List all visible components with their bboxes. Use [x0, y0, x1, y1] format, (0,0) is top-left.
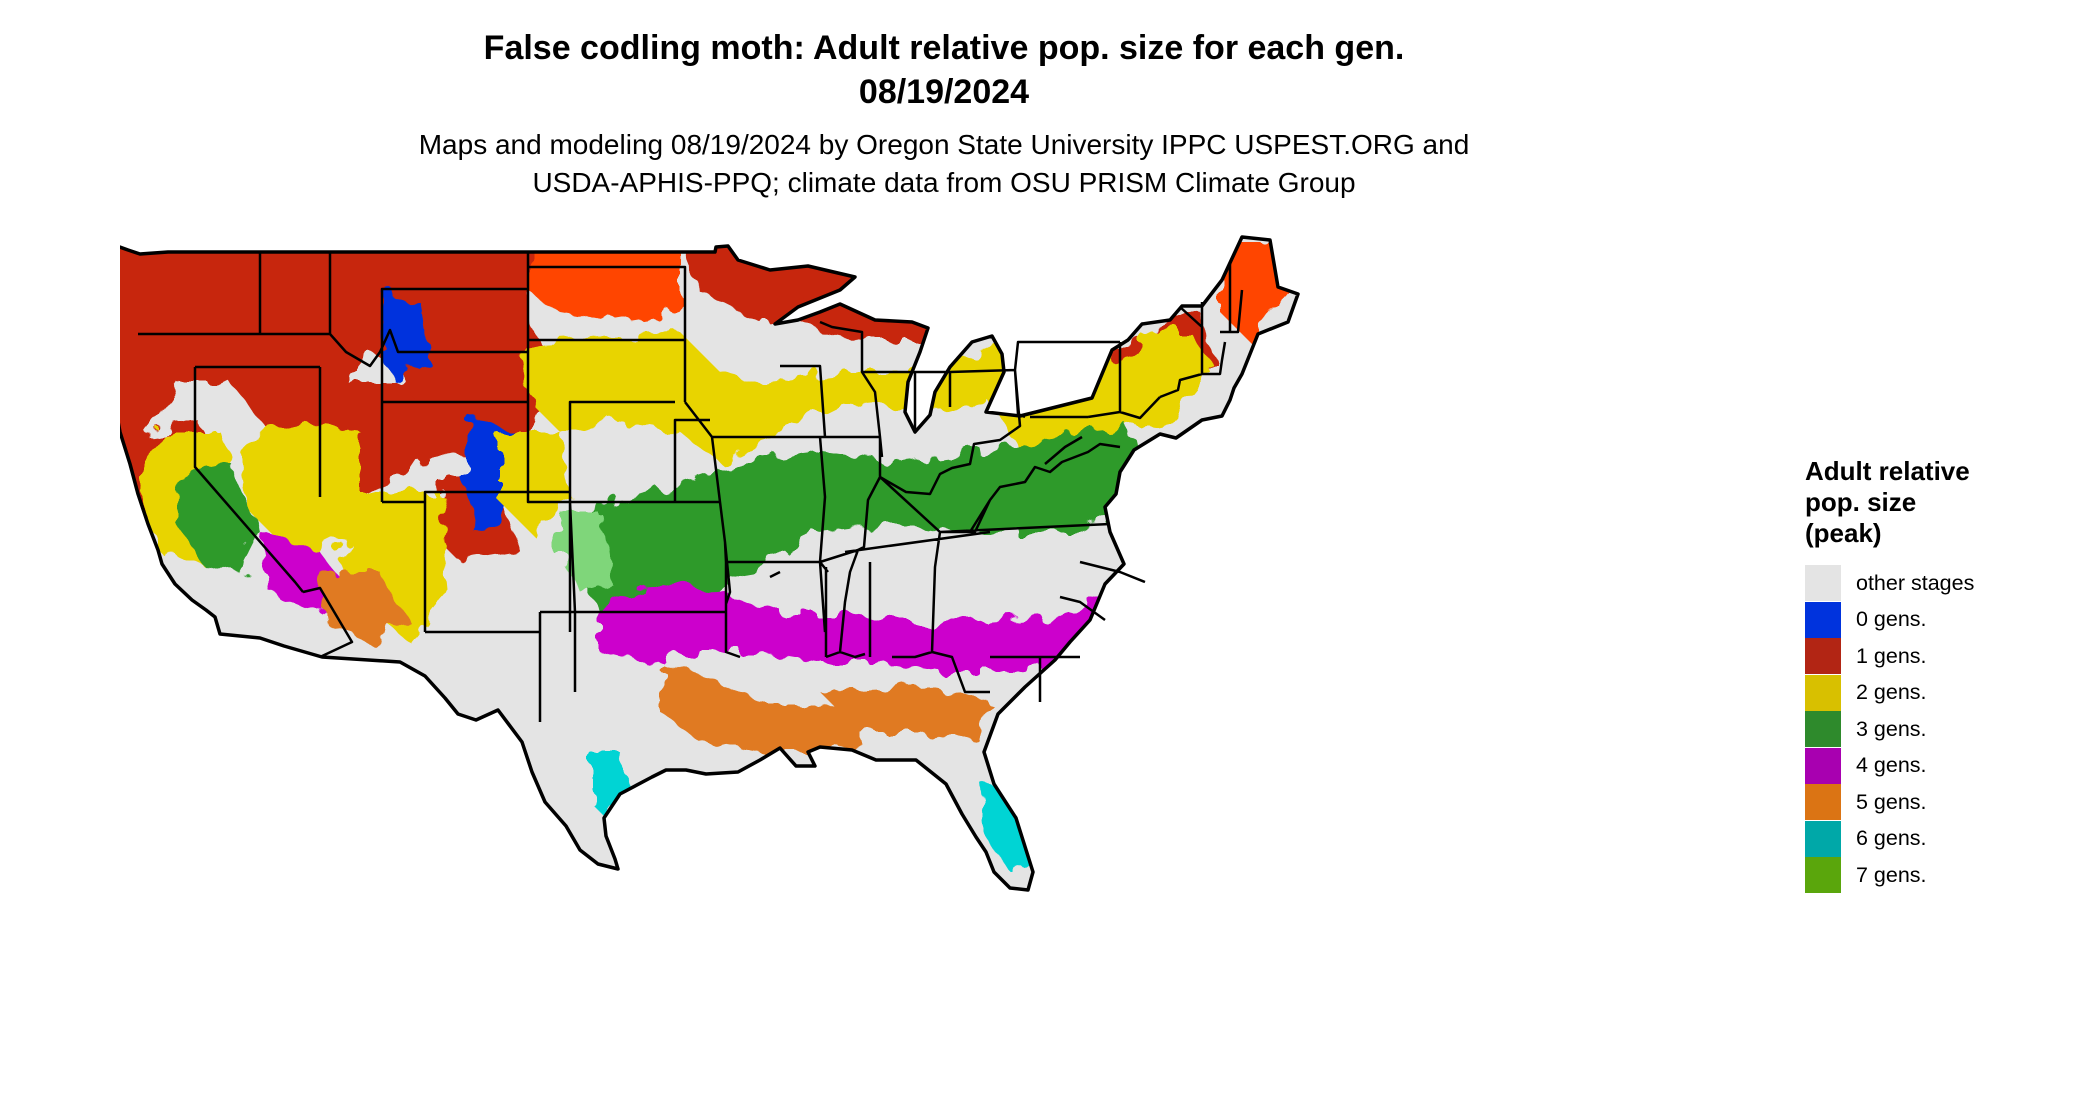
legend-label: 0 gens. — [1856, 607, 1927, 632]
legend-label: 1 gens. — [1856, 643, 1927, 668]
legend-swatch — [1805, 784, 1841, 821]
legend-item-0-gens: 0 gens. — [1805, 601, 2095, 639]
zone-0-gens-wyoming — [382, 292, 430, 382]
chart-title: False codling moth: Adult relative pop. … — [483, 29, 1405, 67]
zone-3-gens-central-valley — [175, 462, 260, 572]
legend-label: other stages — [1856, 570, 1975, 595]
legend-label: 7 gens. — [1856, 862, 1927, 887]
legend-items: other stages 0 gens. 1 gens. 2 gens. 3 gens.… — [1805, 565, 2095, 894]
legend-item-2-gens: 2 gens. — [1805, 674, 2095, 712]
legend-swatch — [1805, 565, 1841, 602]
subtitle-line-2: USDA-APHIS-PPQ; climate data from OSU PR… — [532, 167, 1356, 198]
legend-swatch — [1805, 601, 1841, 638]
legend-label: 4 gens. — [1856, 753, 1927, 778]
legend-swatch — [1805, 711, 1841, 748]
legend-item-1-gens: 1 gens. — [1805, 638, 2095, 675]
legend-title-line: Adult relative — [1805, 456, 1970, 486]
zone-4-gens-southern-band — [600, 582, 1120, 672]
legend-item-7-gens: 7 gens. — [1805, 857, 2095, 894]
legend-item-5-gens: 5 gens. — [1805, 784, 2095, 821]
zone-2-gens-colorado — [500, 432, 570, 532]
legend-label: 6 gens. — [1856, 826, 1927, 851]
zone-3-gens-central-band — [580, 427, 1140, 622]
legend-swatch — [1805, 747, 1841, 784]
legend: Adult relative pop. size (peak) other st… — [1805, 456, 2095, 894]
legend-swatch — [1805, 638, 1841, 675]
us-map — [120, 235, 1300, 892]
legend-label: 3 gens. — [1856, 716, 1927, 741]
legend-swatch — [1805, 674, 1841, 711]
zone-5-gens-gulf-coast — [820, 687, 990, 742]
zone-2-gens-nevada — [240, 422, 360, 562]
legend-item-4-gens: 4 gens. — [1805, 747, 2095, 785]
legend-title-line: (peak) — [1805, 518, 1882, 548]
legend-label: 2 gens. — [1856, 680, 1927, 705]
state-borders — [138, 252, 1244, 722]
zone-1-gens-maine — [1220, 242, 1290, 342]
legend-item-other-stages: other stages — [1805, 565, 2095, 602]
legend-swatch — [1805, 857, 1841, 894]
legend-swatch — [1805, 820, 1841, 857]
zone-1-gens-dakota — [528, 242, 680, 322]
legend-title-line: pop. size — [1805, 487, 1917, 517]
legend-item-6-gens: 6 gens. — [1805, 820, 2095, 858]
generation-fill-layer — [120, 237, 1298, 890]
subtitle-line-1: Maps and modeling 08/19/2024 by Oregon S… — [418, 129, 1470, 160]
legend-label: 5 gens. — [1856, 789, 1927, 814]
zone-2-gens-new-england — [1140, 332, 1210, 382]
legend-title: Adult relative pop. size (peak) — [1805, 456, 2095, 549]
state-border-lines — [138, 252, 1244, 722]
zone-5-gens-gulf-texas — [660, 662, 860, 752]
legend-item-3-gens: 3 gens. — [1805, 711, 2095, 748]
chart-date: 08/19/2024 — [858, 73, 1030, 111]
